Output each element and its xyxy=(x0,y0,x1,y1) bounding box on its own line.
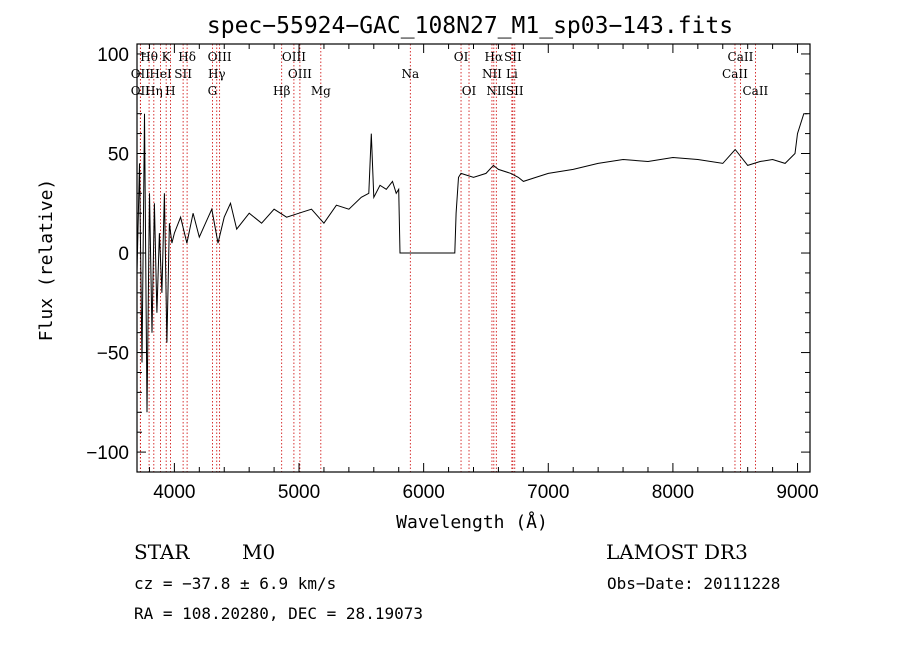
line-label: NII xyxy=(486,84,506,98)
x-tick-label: 5000 xyxy=(278,482,320,503)
x-axis-label: Wavelength (Å) xyxy=(396,511,548,533)
redshift-info: cz = −37.8 ± 6.9 km/s xyxy=(134,574,336,593)
line-label: HeI xyxy=(149,67,172,81)
x-tick-label: 7000 xyxy=(527,482,569,503)
object-class: STAR xyxy=(134,540,190,564)
line-label: Na xyxy=(401,67,419,81)
y-tick-label: −50 xyxy=(97,344,129,365)
line-label: OII xyxy=(131,84,151,98)
x-tick-label: 9000 xyxy=(776,482,818,503)
x-axis-ticks: 4000 5000 6000 7000 8000 9000 xyxy=(148,44,819,503)
y-axis-label: Flux (relative) xyxy=(36,179,57,342)
spectrum-line xyxy=(136,113,808,413)
line-label: Hβ xyxy=(273,84,290,98)
line-label: SII xyxy=(174,67,192,81)
x-tick-label: 8000 xyxy=(652,482,694,503)
y-axis-ticks: −100 −50 0 50 100 xyxy=(86,45,810,473)
line-label: H xyxy=(165,84,175,98)
x-tick-label: 4000 xyxy=(153,482,195,503)
line-label: CaII xyxy=(742,84,768,98)
line-label: OIII xyxy=(208,50,232,64)
survey-name: LAMOST DR3 xyxy=(606,540,748,564)
chart-title: spec−55924−GAC_108N27_M1_sp03−143.fits xyxy=(207,13,733,39)
y-tick-label: 100 xyxy=(97,45,129,66)
line-label: SII xyxy=(506,84,524,98)
object-subclass: M0 xyxy=(242,540,275,564)
line-label: CaII xyxy=(722,67,748,81)
line-label: Hθ xyxy=(140,50,158,64)
line-label: G xyxy=(208,84,218,98)
x-tick-label: 6000 xyxy=(403,482,445,503)
obs-date: Obs−Date: 20111228 xyxy=(607,574,780,593)
line-label: Hα xyxy=(485,50,504,64)
spectral-line-markers xyxy=(139,44,756,472)
line-label: K xyxy=(162,50,172,64)
y-tick-label: 50 xyxy=(108,144,129,165)
line-label: OIII xyxy=(282,50,306,64)
line-label: Hδ xyxy=(178,50,196,64)
y-tick-label: 0 xyxy=(118,244,129,265)
line-label: Mg xyxy=(311,84,331,98)
line-label: Hγ xyxy=(208,67,226,81)
line-label: OI xyxy=(462,84,477,98)
line-label: Li xyxy=(506,67,518,81)
coordinates: RA = 108.20280, DEC = 28.19073 xyxy=(134,604,423,623)
line-label: SII xyxy=(504,50,522,64)
line-label: CaII xyxy=(728,50,754,64)
y-tick-label: −100 xyxy=(86,443,129,464)
line-label: OIII xyxy=(288,67,312,81)
line-label: OI xyxy=(454,50,469,64)
line-label: Hη xyxy=(145,84,163,98)
plot-frame xyxy=(136,43,811,473)
line-label: NII xyxy=(482,67,502,81)
